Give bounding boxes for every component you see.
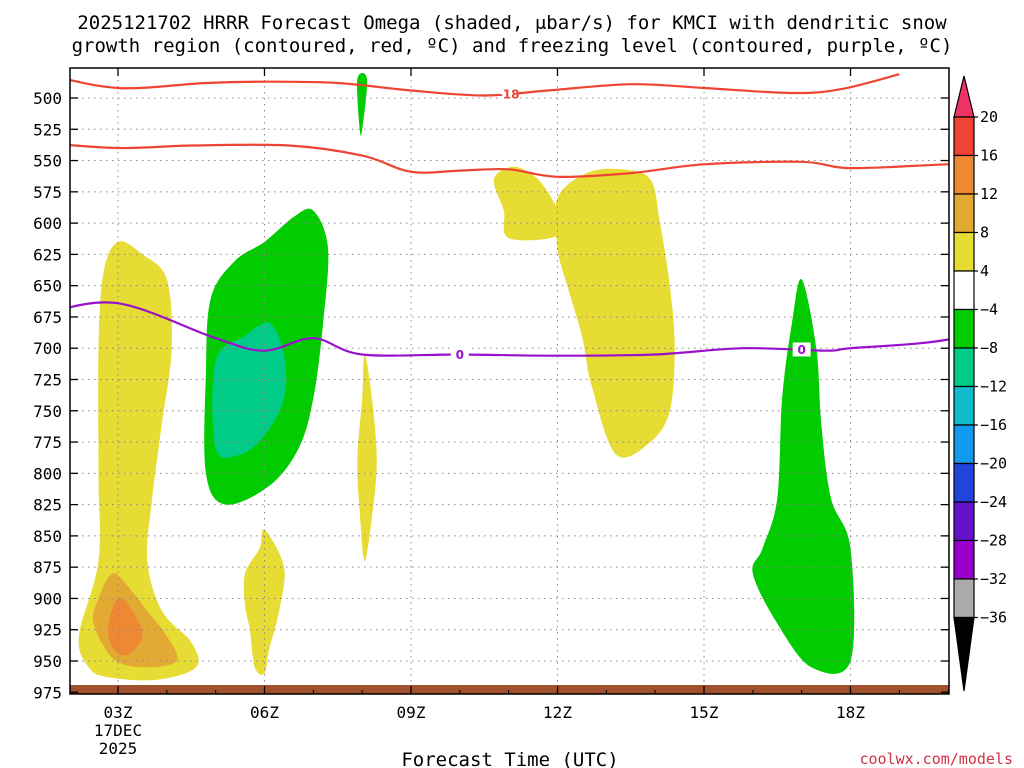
omega-region-yellow-large-13z	[554, 168, 675, 458]
y-tick-label-650: 650	[33, 277, 62, 296]
omega-region-yellow-thin-08z	[357, 354, 377, 561]
omega-region-yellow-column-03z	[78, 241, 199, 681]
freezing-level-label-1: 0	[456, 348, 464, 362]
date-label-day: 17DEC	[94, 721, 142, 740]
omega-region-green-spike-08z	[357, 72, 368, 136]
credit-link[interactable]: coolwx.com/models	[859, 750, 1013, 768]
y-tick-label-625: 625	[33, 245, 62, 264]
colorbar-swatch-1	[953, 116, 975, 157]
colorbar-swatch-2	[953, 154, 975, 195]
colorbar-label-5: −4	[980, 301, 998, 319]
colorbar-label-0: 20	[980, 108, 998, 126]
colorbar-label-6: −8	[980, 339, 998, 357]
plot-frame	[69, 67, 950, 695]
colorbar-label-1: 16	[980, 147, 998, 165]
x-tick-label-09Z: 09Z	[397, 703, 426, 722]
y-tick-label-550: 550	[33, 152, 62, 171]
colorbar-label-4: 4	[980, 262, 989, 280]
colorbar-bottom-arrow	[953, 616, 975, 692]
colorbar-label-9: −20	[980, 455, 1007, 473]
y-tick-label-725: 725	[33, 371, 62, 390]
x-tick-label-15Z: 15Z	[690, 703, 719, 722]
y-tick-label-675: 675	[33, 308, 62, 327]
x-tick-label-06Z: 06Z	[250, 703, 279, 722]
chart-title-line2: growth region (contoured, red, ºC) and f…	[72, 35, 953, 57]
colorbar-label-3: 8	[980, 224, 989, 242]
omega-shading	[78, 72, 855, 681]
omega-region-green-17z	[752, 278, 855, 674]
y-tick-label-950: 950	[33, 652, 62, 671]
freezing-level-label-2: 0	[797, 343, 805, 357]
y-tick-label-850: 850	[33, 527, 62, 546]
dgz-contour-minus18-upper	[70, 73, 900, 97]
colorbar: 20 16 12 8 4 −4 −8 −12 −16 −20 −24 −28 −32 −36	[953, 75, 1007, 692]
y-tick-label-775: 775	[33, 433, 62, 452]
y-tick-label-875: 875	[33, 558, 62, 577]
colorbar-label-13: −36	[980, 609, 1007, 627]
colorbar-swatch-13	[953, 578, 975, 619]
contour-labels: -18 0 0	[450, 87, 811, 362]
colorbar-label-12: −32	[980, 570, 1007, 588]
freezing-level-label-2-bg	[792, 342, 811, 357]
y-tick-label-800: 800	[33, 464, 62, 483]
colorbar-swatch-12	[953, 539, 975, 580]
y-tick-label-700: 700	[33, 339, 62, 358]
y-tick-label-600: 600	[33, 214, 62, 233]
omega-region-red-core-03z	[108, 597, 143, 656]
y-tick-label-500: 500	[33, 89, 62, 108]
y-tick-label-575: 575	[33, 183, 62, 202]
colorbar-swatch-6	[953, 308, 975, 349]
colorbar-swatch-5	[953, 270, 975, 311]
y-tick-label-750: 750	[33, 402, 62, 421]
colorbar-swatch-10	[953, 462, 975, 503]
dgz-label-minus18-upper: -18	[498, 88, 520, 102]
contours	[70, 73, 949, 357]
omega-region-yellow-block-11z	[493, 166, 562, 241]
omega-region-teal-06z	[212, 322, 287, 459]
y-tick-label-825: 825	[33, 496, 62, 515]
axes: 500 525 550 575 600 625 650 675 700 725 750 775 800 8…	[33, 68, 949, 722]
date-label-year: 2025	[99, 739, 138, 758]
x-axis-label: Forecast Time (UTC)	[401, 749, 618, 768]
freezing-level-contour	[70, 301, 949, 357]
colorbar-swatch-8	[953, 385, 975, 426]
x-tick-label-18Z: 18Z	[836, 703, 865, 722]
colorbar-swatch-3	[953, 193, 975, 234]
colorbar-swatch-9	[953, 424, 975, 465]
colorbar-top-arrow	[953, 75, 975, 118]
colorbar-swatch-11	[953, 501, 975, 542]
x-tick-label-03Z: 03Z	[104, 703, 133, 722]
colorbar-label-7: −12	[980, 378, 1007, 396]
y-tick-label-975: 975	[33, 683, 62, 702]
y-tick-label-900: 900	[33, 589, 62, 608]
x-tick-label-12Z: 12Z	[543, 703, 572, 722]
colorbar-label-10: −24	[980, 493, 1007, 511]
colorbar-label-11: −28	[980, 532, 1007, 550]
colorbar-label-2: 12	[980, 185, 998, 203]
y-tick-label-925: 925	[33, 621, 62, 640]
dgz-label-minus18-upper-bg	[499, 87, 518, 102]
chart-title-line1: 2025121702 HRRR Forecast Omega (shaded, …	[77, 12, 947, 34]
freezing-level-label-1-bg	[450, 347, 469, 362]
terrain-ground	[70, 685, 949, 694]
dgz-contour-dgz-lower	[70, 143, 949, 179]
y-tick-label-525: 525	[33, 120, 62, 139]
colorbar-label-8: −16	[980, 416, 1007, 434]
colorbar-swatch-4	[953, 231, 975, 272]
colorbar-swatch-7	[953, 347, 975, 388]
